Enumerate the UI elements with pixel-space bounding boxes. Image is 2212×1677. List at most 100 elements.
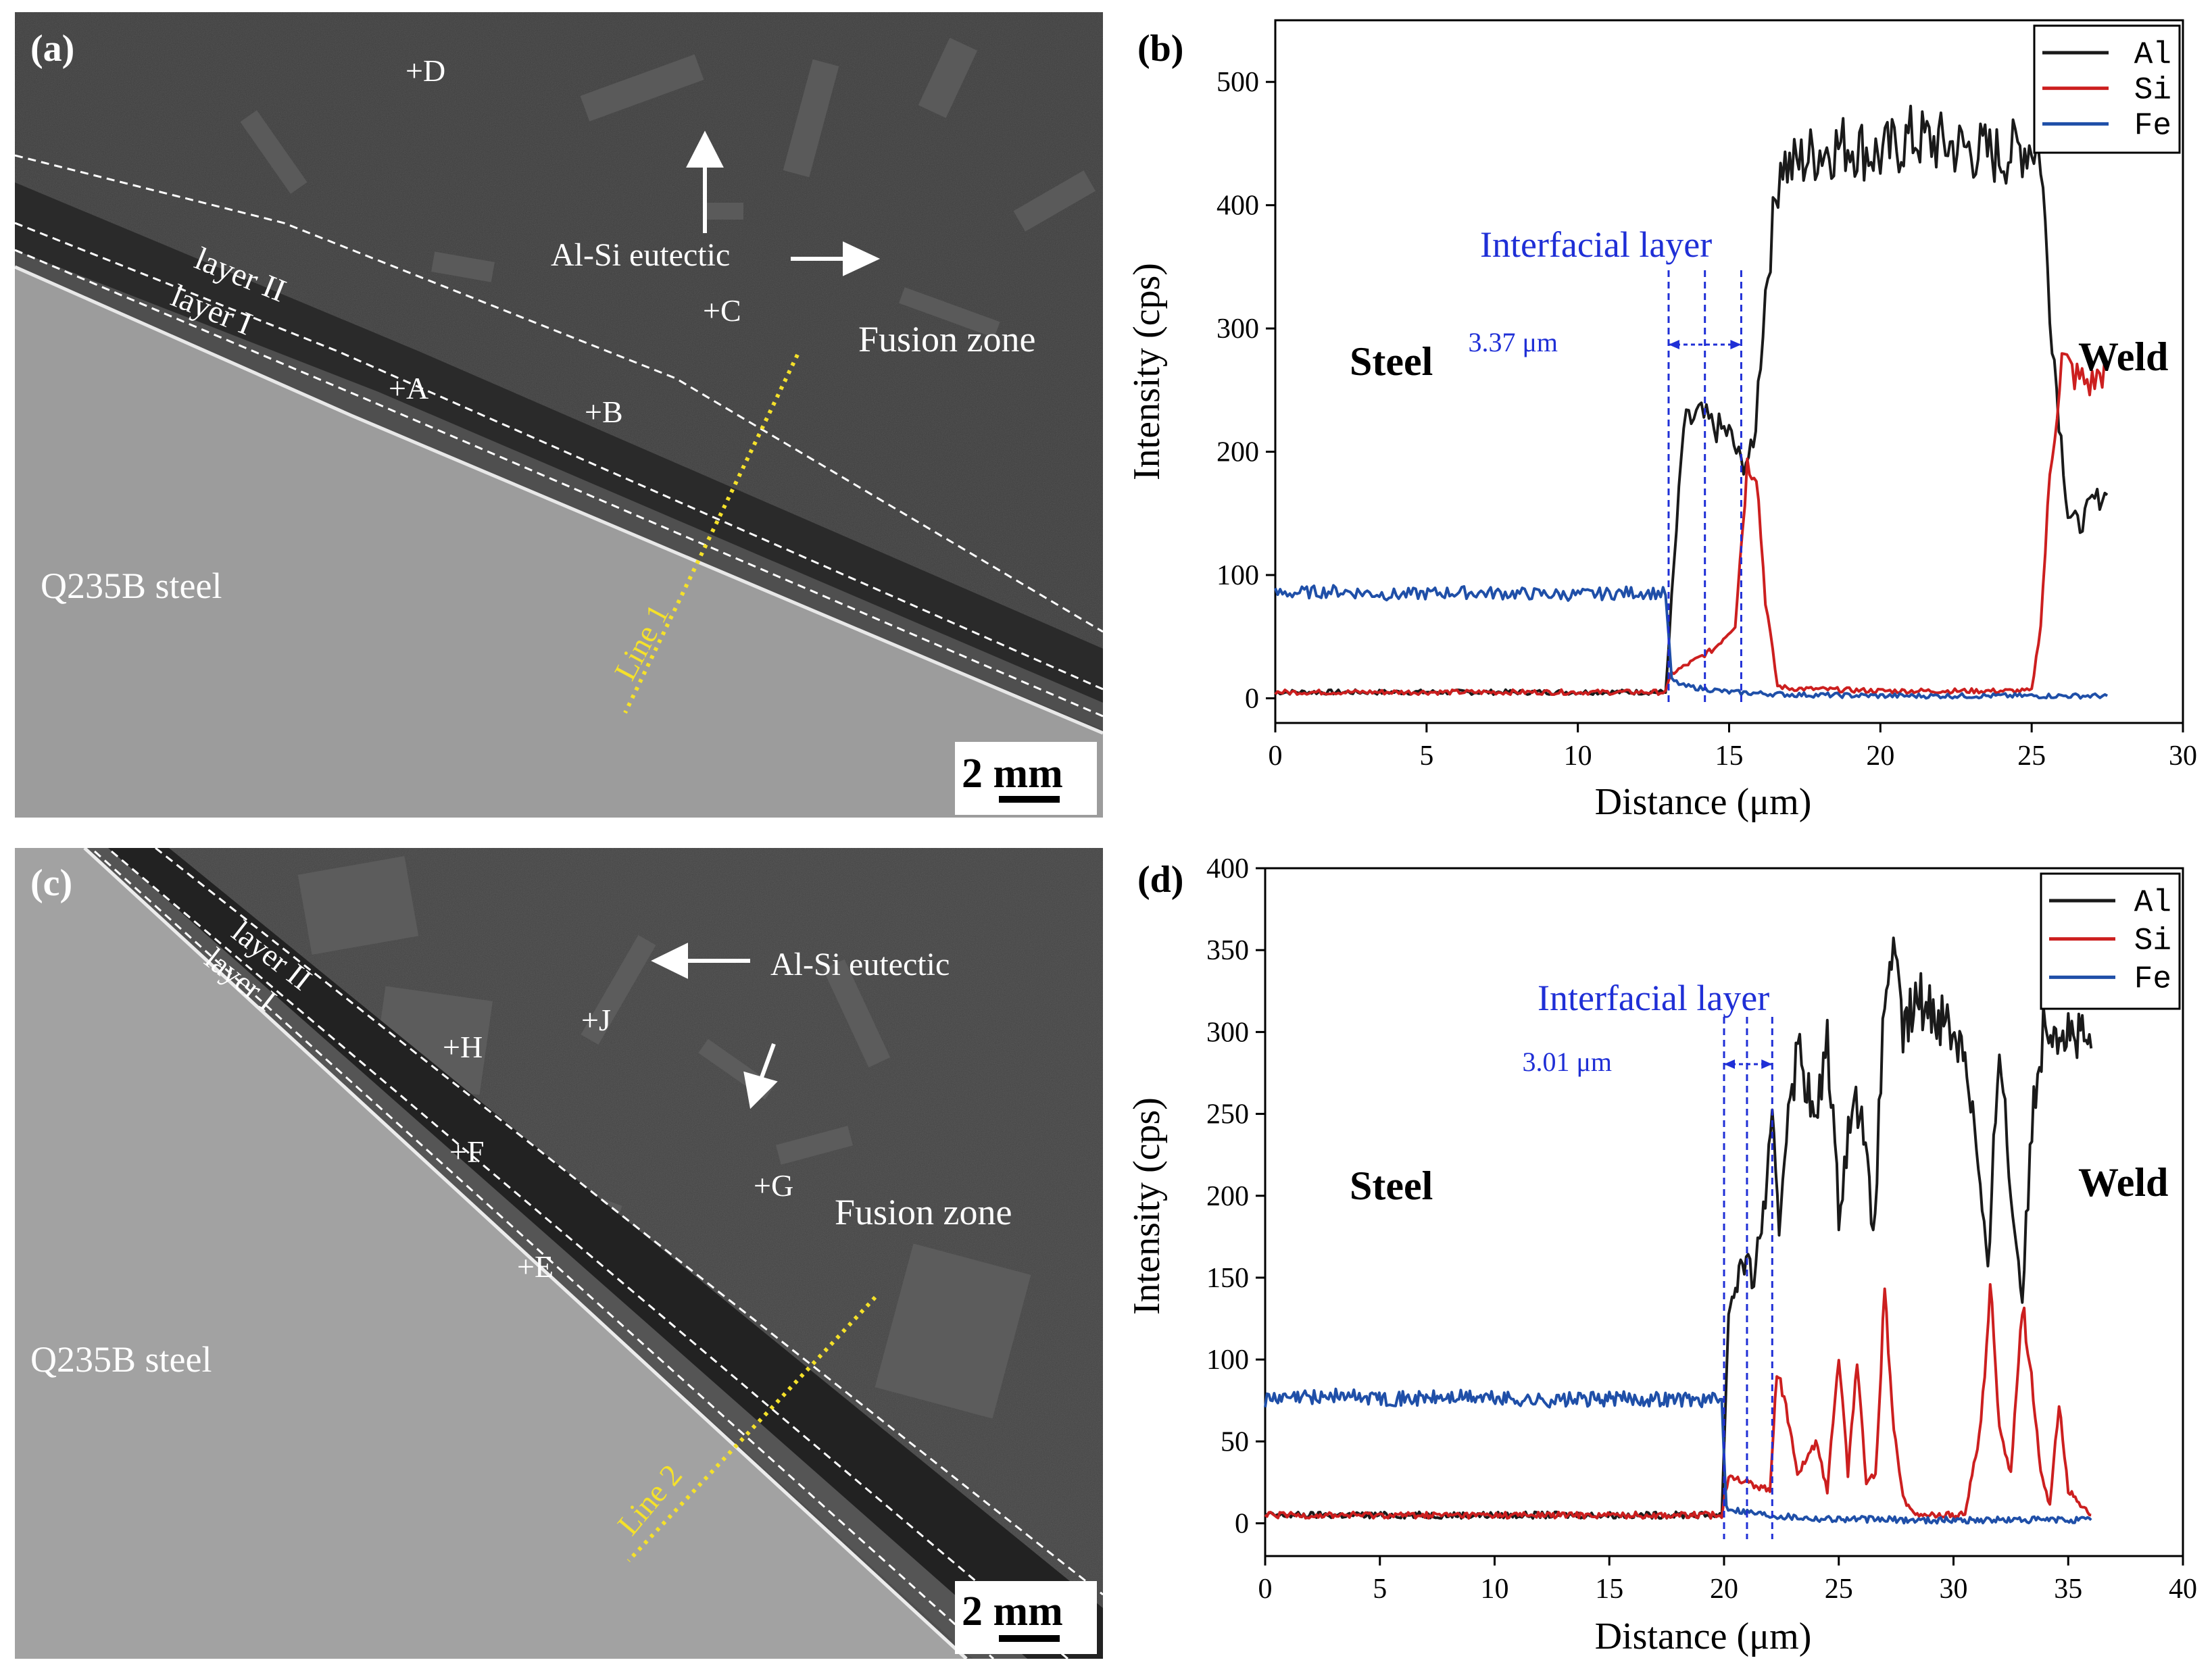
scale-bar-a: [999, 796, 1060, 803]
y-tick-label: 300: [1216, 314, 1259, 345]
series-line-fe: [1274, 584, 2109, 700]
x-tick-label: 0: [1258, 1574, 1273, 1605]
eutectic-particles-a: [240, 37, 1096, 338]
x-tick-label: 35: [2054, 1574, 2082, 1605]
legend-label-al: Al: [2134, 37, 2171, 72]
y-tick-label: 500: [1216, 67, 1259, 98]
thickness-arrowhead-right: [1761, 1059, 1773, 1069]
eutectic-arrows-c: [651, 943, 778, 1109]
layer-boundaries-c: [93, 848, 1103, 1659]
x-tick-label: 25: [2017, 741, 2046, 772]
steel-region-label-d: Steel: [1350, 1163, 1433, 1208]
eutectic-label-a: Al-Si eutectic: [551, 237, 730, 273]
weld-region-label-d: Weld: [2078, 1160, 2168, 1205]
y-tick-label: 400: [1216, 191, 1259, 222]
substrate-label-a: Q235B steel: [41, 566, 222, 606]
legend-box: [2040, 872, 2181, 1010]
scale-label-c: 2 mm: [962, 1588, 1063, 1634]
layer-i-band-a: [15, 250, 1103, 730]
layer-ii-band-a: [15, 182, 1103, 703]
thickness-arrowhead-left: [1724, 1059, 1735, 1069]
y-tick-label: 100: [1216, 560, 1259, 591]
substrate-label-c: Q235B steel: [30, 1339, 212, 1380]
point-f: +F: [449, 1134, 485, 1169]
legend-label-si: Si: [2134, 73, 2171, 108]
x-tick-label: 10: [1481, 1574, 1509, 1605]
point-j: +J: [581, 1003, 611, 1037]
y-tick-label: 200: [1206, 1181, 1249, 1212]
x-axis-title-b: Distance (μm): [1595, 781, 1812, 823]
series-line-si: [1264, 1283, 2092, 1520]
thickness-arrowhead-left: [1668, 340, 1679, 349]
interfacial-layer-label-b: Interfacial layer: [1480, 224, 1712, 265]
eutectic-arrows-a: [686, 130, 881, 276]
interface-markers-d: [1723, 1017, 1773, 1539]
scale-label-a: 2 mm: [962, 751, 1063, 797]
y-tick-label: 50: [1221, 1426, 1249, 1457]
eutectic-label-c: Al-Si eutectic: [770, 947, 950, 982]
substrate-edge-c: [83, 848, 968, 1659]
thickness-label-b: 3.37 μm: [1468, 327, 1558, 357]
micrograph-a: (a) +D Al-Si eutectic +C Fusion zone lay…: [15, 12, 1103, 818]
y-axis-title-b: Intensity (cps): [1126, 263, 1168, 480]
series-line-si: [1274, 352, 2109, 696]
series-line-al: [1264, 936, 2093, 1520]
x-tick-label: 15: [1715, 741, 1744, 772]
series-b: [1274, 105, 2109, 700]
legend-label-si: Si: [2134, 924, 2171, 959]
x-tick-label: 15: [1595, 1574, 1623, 1605]
point-d: +D: [405, 53, 445, 88]
x-tick-label: 0: [1269, 741, 1283, 772]
y-tick-label: 100: [1206, 1345, 1249, 1376]
y-axis-title-d: Intensity (cps): [1126, 1097, 1168, 1315]
y-tick-label: 300: [1206, 1017, 1249, 1048]
series-d: [1264, 936, 2093, 1525]
legend-label-fe: Fe: [2134, 108, 2171, 143]
y-tick-label: 0: [1235, 1509, 1249, 1540]
point-a: +A: [389, 371, 428, 405]
fusion-zone-label-a: Fusion zone: [858, 319, 1036, 359]
point-g: +G: [754, 1168, 793, 1203]
chart-d: (d) 0 5 10 15 20 25 30 35 4005010015020025030035…: [1126, 853, 2197, 1657]
panel-a-label: (a): [30, 28, 74, 70]
x-tick-label: 30: [2169, 741, 2197, 772]
weld-region-label-b: Weld: [2078, 334, 2168, 379]
thickness-arrowhead-right: [1730, 340, 1742, 349]
y-tick-label: 250: [1206, 1099, 1249, 1130]
line-2-path: [626, 1295, 877, 1563]
steel-region-label-b: Steel: [1350, 339, 1433, 384]
legend-label-fe: Fe: [2134, 961, 2171, 997]
steel-substrate-c: [15, 848, 966, 1659]
y-tick-label: 0: [1245, 684, 1259, 715]
layer-boundaries-a: [15, 154, 1103, 718]
layer-ii-band-c: [101, 848, 1103, 1659]
legend-label-al: Al: [2134, 885, 2171, 920]
y-tick-label: 350: [1206, 935, 1249, 966]
point-e: +E: [517, 1249, 554, 1284]
panel-b-label: (b): [1137, 28, 1183, 70]
x-tick-label: 5: [1419, 741, 1433, 772]
panel-c-label: (c): [30, 862, 72, 904]
x-axis-title-d: Distance (μm): [1595, 1616, 1812, 1657]
fusion-zone-label-c: Fusion zone: [835, 1192, 1012, 1232]
micrograph-c: (c) Al-Si eutectic +J +H +F +G Fusion zo…: [15, 848, 1103, 1659]
x-tick-label: 5: [1373, 1574, 1387, 1605]
point-h: +H: [443, 1030, 483, 1064]
substrate-edge-a: [15, 265, 1103, 735]
thickness-label-d: 3.01 μm: [1522, 1047, 1612, 1077]
scale-bar-c: [999, 1635, 1060, 1642]
x-tick-label: 25: [1825, 1574, 1853, 1605]
series-line-fe: [1264, 1387, 2092, 1525]
point-b: +B: [585, 395, 623, 429]
y-tick-label: 200: [1216, 437, 1259, 468]
panel-d-label: (d): [1137, 859, 1183, 901]
y-tick-label: 150: [1206, 1263, 1249, 1294]
x-tick-label: 20: [1710, 1574, 1738, 1605]
x-tick-label: 30: [1940, 1574, 1968, 1605]
x-tick-label: 10: [1564, 741, 1592, 772]
